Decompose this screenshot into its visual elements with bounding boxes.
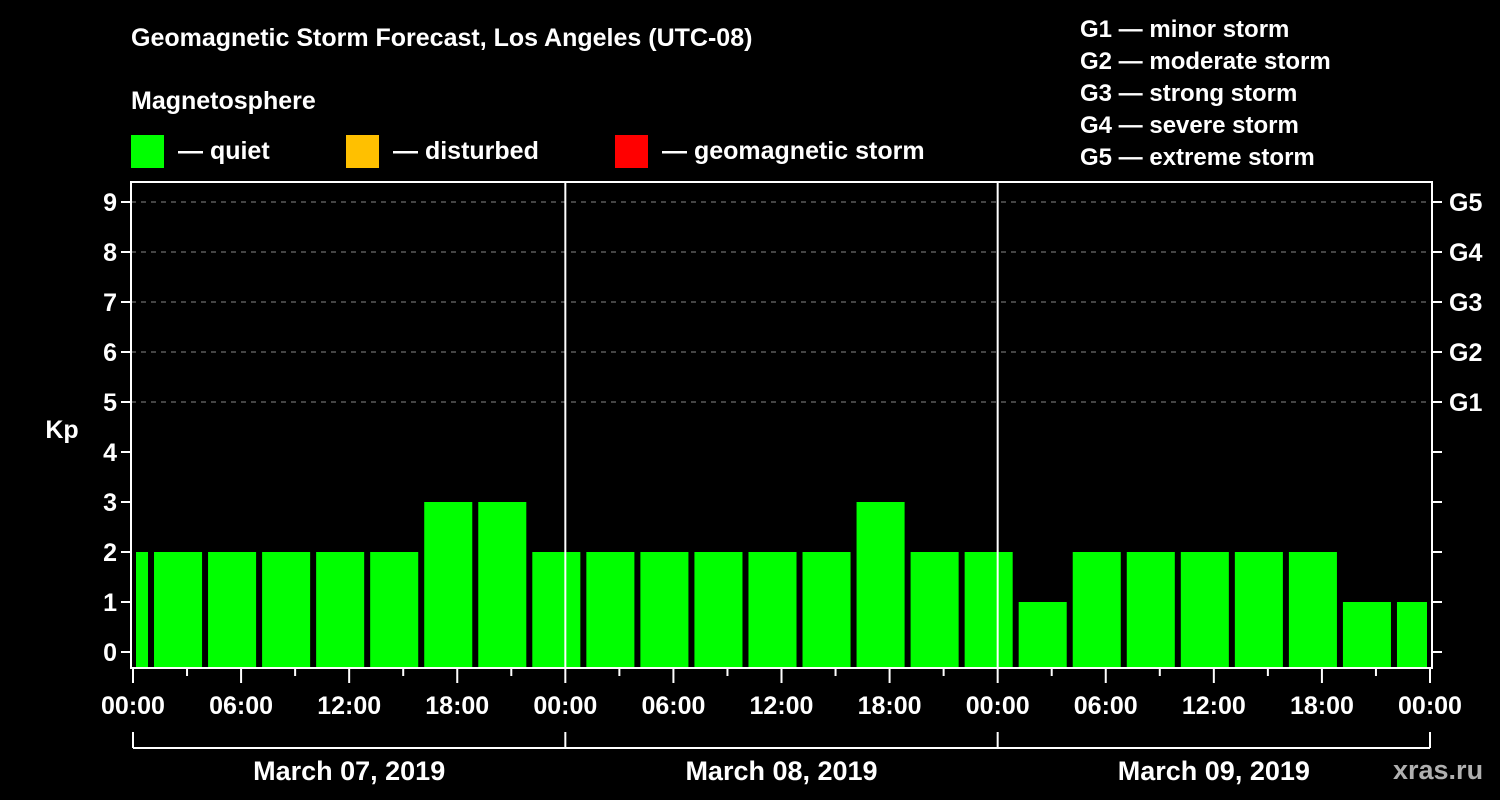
kp-bar [316,552,365,667]
day-label: March 07, 2019 [253,756,445,786]
x-tick-label: 06:00 [209,692,273,720]
legend-heading: Magnetosphere [131,87,316,115]
x-tick-label: 06:00 [1074,692,1138,720]
y-tick-label: 0 [103,639,117,667]
kp-bar [532,552,581,667]
g2-description: G2 — moderate storm [1080,48,1331,75]
chart-axes: 0 1 2 3 4 5 6 7 8 9 G1 G2 G3 G4 G5 00:00 06:00 12:00 18:00… [101,181,1482,786]
x-tick-label: 00:00 [1398,692,1462,720]
watermark: xras.ru [1393,755,1484,785]
g3-description: G3 — strong storm [1080,80,1298,107]
kp-bar [1342,602,1391,667]
y-tick-label: 9 [103,189,117,217]
kp-bar [208,552,257,667]
kp-bar [262,552,311,667]
g-level-label: G4 [1449,239,1482,267]
kp-bar [1126,552,1175,667]
kp-bar [370,552,419,667]
legend-storm: — geomagnetic storm [615,134,925,168]
legend-quiet: — quiet [131,134,270,168]
kp-bar [424,502,473,667]
x-tick-label: 00:00 [533,692,597,720]
day-label: March 09, 2019 [1118,756,1310,786]
g-level-label: G1 [1449,389,1482,417]
kp-bar [478,502,527,667]
kp-bar [640,552,689,667]
x-tick-label: 06:00 [641,692,705,720]
kp-bar [136,552,149,667]
kp-bar [802,552,851,667]
kp-bar [748,552,797,667]
y-tick-label: 5 [103,389,117,417]
kp-bar [1288,552,1337,667]
kp-bar [586,552,635,667]
y-tick-label: 7 [103,289,117,317]
legend-disturbed: — disturbed [346,134,539,168]
g-level-label: G3 [1449,289,1482,317]
kp-bar [1018,602,1067,667]
kp-bar [1234,552,1283,667]
x-tick-label: 18:00 [858,692,922,720]
y-tick-label: 6 [103,339,117,367]
chart-title: Geomagnetic Storm Forecast, Los Angeles … [131,24,753,52]
quiet-swatch [131,134,164,168]
legend-quiet-label: — quiet [178,136,270,165]
kp-bar [856,502,905,667]
kp-bar [964,552,1013,667]
x-tick-label: 00:00 [101,692,165,720]
x-tick-label: 18:00 [425,692,489,720]
disturbed-swatch [346,134,379,168]
storm-swatch [615,134,648,168]
x-tick-label: 12:00 [1182,692,1246,720]
g4-description: G4 — severe storm [1080,112,1299,139]
kp-bars [136,502,1427,667]
kp-bar [910,552,959,667]
kp-bar [1072,552,1121,667]
day-label: March 08, 2019 [685,756,877,786]
grid-lines [131,201,1432,403]
g-level-label: G5 [1449,189,1482,217]
x-tick-label: 12:00 [317,692,381,720]
y-tick-label: 2 [103,539,117,567]
g5-description: G5 — extreme storm [1080,144,1315,171]
kp-bar [1396,602,1427,667]
x-tick-label: 12:00 [750,692,814,720]
kp-bar [1180,552,1229,667]
kp-bar [154,552,203,667]
y-tick-label: 4 [103,439,117,467]
g1-description: G1 — minor storm [1080,16,1290,43]
y-axis-label: Kp [45,416,78,444]
legend-disturbed-label: — disturbed [393,136,539,165]
legend-storm-label: — geomagnetic storm [662,136,925,165]
kp-bar [694,552,743,667]
y-tick-label: 8 [103,239,117,267]
y-tick-label: 3 [103,489,117,517]
storm-scale-legend: G1 — minor storm G2 — moderate storm G3 … [1080,14,1331,174]
g-level-label: G2 [1449,339,1482,367]
x-tick-label: 18:00 [1290,692,1354,720]
x-tick-label: 00:00 [966,692,1030,720]
y-tick-label: 1 [103,589,117,617]
